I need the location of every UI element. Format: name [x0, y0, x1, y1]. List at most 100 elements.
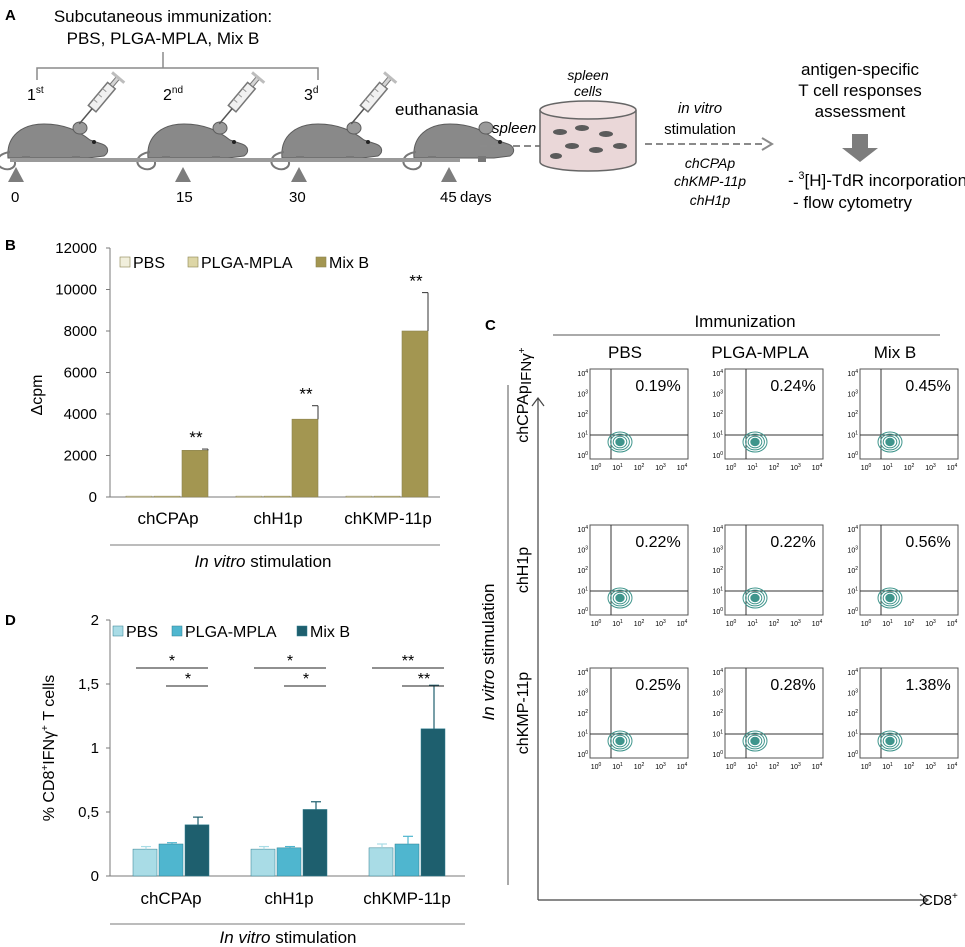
column-header: PLGA-MPLA [711, 343, 809, 362]
flow-plot-y-tick: 100 [577, 451, 588, 460]
flow-plot-x-tick: 104 [812, 762, 823, 771]
flow-plot-y-tick: 104 [847, 668, 858, 677]
method-flow: - flow cytometry [793, 193, 913, 212]
flow-plot-contour [610, 589, 630, 607]
flow-plot-contour [750, 593, 760, 603]
flow-plot-percent: 0.25% [635, 677, 680, 694]
flow-plot-y-tick: 104 [712, 369, 723, 378]
flow-plot-contour [885, 437, 895, 447]
flow-plot-x-tick: 102 [904, 463, 915, 472]
flow-plot-y-tick: 101 [712, 730, 723, 739]
flow-plot-y-tick: 101 [847, 730, 858, 739]
flow-plot-y-tick: 102 [577, 410, 588, 419]
flow-plot-x-tick: 104 [812, 619, 823, 628]
mouse-1 [0, 121, 109, 171]
panel-b-category-label: chCPAp [137, 509, 198, 528]
stimulation-arrow-head [761, 137, 774, 151]
flow-plot-y-tick: 101 [847, 431, 858, 440]
flow-plot-y-tick: 103 [577, 390, 588, 399]
assessment-line-1: antigen-specific [801, 60, 920, 79]
dose-1-label: 1st [27, 85, 44, 104]
flow-plot-y-tick: 102 [577, 566, 588, 575]
euthanasia-label: euthanasia [395, 100, 479, 119]
peptide-chh1p: chH1p [690, 192, 731, 208]
flow-plot-x-tick: 103 [790, 762, 801, 771]
flow-plot-y-tick: 101 [712, 587, 723, 596]
flow-plot-x-tick: 104 [947, 463, 958, 472]
flow-plot-contour [607, 587, 633, 609]
peptide-chkmp-11p: chKMP-11p [674, 173, 746, 189]
panel-b-significance: ** [409, 272, 423, 291]
mouse-2 [136, 121, 249, 171]
flow-plot-contour [882, 734, 898, 748]
flow-plot-y-tick: 103 [847, 390, 858, 399]
flow-plot-y-tick: 102 [577, 709, 588, 718]
flow-plot-y-tick: 100 [712, 607, 723, 616]
panel-d: D % CD8+IFNγ+ T cells 00,511,52 chCPAp ch… [5, 612, 465, 947]
panel-d-significance: ******** [136, 653, 444, 688]
panel-b-significance: ** [189, 428, 203, 447]
flow-plot-y-tick: 104 [577, 369, 588, 378]
mouse-3 [270, 121, 383, 171]
flow-plot-x-tick: 104 [947, 762, 958, 771]
column-header: Mix B [874, 343, 917, 362]
flow-plot-percent: 0.22% [635, 534, 680, 551]
panel-d-category-label: chCPAp [140, 889, 201, 908]
flow-plot-x-tick: 100 [861, 463, 872, 472]
flow-plot-x-tick: 102 [634, 619, 645, 628]
panel-d-bar-plga-mpla [276, 847, 302, 877]
flow-plot-frame [589, 524, 689, 616]
panel-d-legend-label: PBS [126, 624, 158, 641]
flow-plot-y-tick: 100 [847, 451, 858, 460]
flow-plot-x-tick: 100 [591, 762, 602, 771]
flow-plot-contour [885, 736, 895, 746]
flow-plot-y-tick: 103 [712, 546, 723, 555]
flow-plot-x-tick: 104 [812, 463, 823, 472]
flow-plot-contour [745, 433, 765, 451]
panel-d-sig-mark: * [185, 671, 191, 688]
row-label: chH1p [515, 547, 532, 593]
flow-plot-frame [859, 667, 959, 759]
panel-d-bar-mix-b [420, 728, 446, 877]
flow-plot-y-tick: 101 [847, 587, 858, 596]
flow-plot-contour [610, 433, 630, 451]
flow-plot-contour [880, 433, 900, 451]
flow-plot-y-tick: 100 [712, 750, 723, 759]
flow-plot-contour [882, 591, 898, 605]
panel-b-bar-mix-b [181, 450, 209, 498]
panel-d-bar-mix-b [184, 824, 210, 877]
panel-d-sig-mark: * [169, 653, 175, 670]
panel-d-ytick-label: 0 [91, 868, 99, 885]
panel-d-sig-mark: ** [418, 671, 430, 688]
panel-d-bar-pbs [368, 847, 394, 877]
flow-plot-percent: 0.28% [770, 677, 815, 694]
flow-plot-y-tick: 103 [712, 689, 723, 698]
flow-plot-x-tick: 103 [655, 463, 666, 472]
flow-plot-frame [589, 667, 689, 759]
stimulation-label: stimulation [664, 121, 736, 138]
flow-plot-contour [750, 736, 760, 746]
panel-b-ytick-label: 6000 [64, 365, 97, 382]
panel-c: C Immunization In vitro stimulation IFNγ… [479, 312, 959, 909]
flow-plot-x-tick: 100 [861, 619, 872, 628]
immunization-header: Immunization [694, 312, 795, 331]
dose-3-label: 3d [304, 85, 318, 104]
flow-plot-contour [612, 435, 628, 449]
row-label: chKMP-11p [515, 672, 532, 755]
flow-plot-y-tick: 100 [577, 750, 588, 759]
flow-plot-y-tick: 104 [712, 525, 723, 534]
panel-d-y-ticks: 0 0,5 1 1,5 2 [78, 612, 110, 885]
flow-plot-x-tick: 101 [882, 619, 893, 628]
flow-plot-percent: 0.45% [905, 378, 950, 395]
panel-d-legend-label: PLGA-MPLA [185, 624, 277, 641]
flow-plot-contour [615, 736, 625, 746]
flow-plot-contour [745, 732, 765, 750]
flow-plot-contour [615, 593, 625, 603]
panel-d-ytick-label: 1 [91, 740, 99, 757]
flow-plot-y-tick: 102 [847, 709, 858, 718]
flow-plot-frame [859, 524, 959, 616]
